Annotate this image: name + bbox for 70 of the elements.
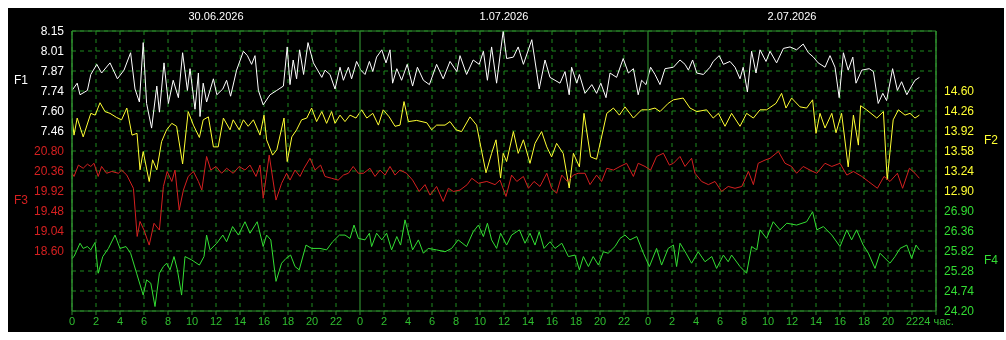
x-tick-label: 14 xyxy=(521,314,535,327)
x-tick-label: 18 xyxy=(281,314,295,327)
x-tick-label: 20 xyxy=(305,314,319,327)
line-series xyxy=(72,211,920,308)
y2-axis-title: F2 xyxy=(984,133,999,148)
y2-tick-label: 25.28 xyxy=(944,264,975,279)
x-tick-label: 22 xyxy=(329,314,343,327)
y2-tick-label: 26.36 xyxy=(944,224,975,239)
x-tick-label: 6 xyxy=(716,314,724,327)
y2-tick-label: 13.92 xyxy=(944,124,975,139)
y-tick-label: 7.46 xyxy=(40,124,65,139)
y-tick-label: 7.60 xyxy=(40,104,65,119)
x-tick-label: 8 xyxy=(452,314,460,327)
y-tick-label: 19.04 xyxy=(33,224,65,239)
y2-tick-label: 26.90 xyxy=(944,204,975,219)
x-tick-label: 6 xyxy=(428,314,436,327)
x-tick-label: 12 xyxy=(785,314,799,327)
x-tick-label: 14 xyxy=(809,314,823,327)
y-axis-title: F1 xyxy=(14,73,29,88)
x2-tick-label: 2.07.2026 xyxy=(767,10,817,22)
y2-axis-title: F4 xyxy=(984,253,999,268)
y2-tick-label: 14.26 xyxy=(944,104,975,119)
y-tick-label: 19.92 xyxy=(33,184,65,199)
x-tick-label: 8 xyxy=(164,314,172,327)
x-tick-label: 2 xyxy=(380,314,388,327)
x-tick-label: 18 xyxy=(569,314,583,327)
x-tick-label: 12 xyxy=(497,314,511,327)
y-tick-label: 7.74 xyxy=(40,84,65,99)
x-tick-label: 0 xyxy=(68,314,76,327)
x-tick-label: 0 xyxy=(356,314,364,327)
x-tick-label: 4 xyxy=(404,314,412,327)
y-tick-label: 8.01 xyxy=(40,44,65,59)
y-tick-label: 19.48 xyxy=(33,204,65,219)
x-tick-label: 16 xyxy=(257,314,271,327)
y-axis-title: F3 xyxy=(14,193,29,208)
line-series xyxy=(72,92,920,189)
line-series xyxy=(72,31,920,129)
x-tick-label: 4 xyxy=(692,314,700,327)
y2-tick-label: 13.24 xyxy=(944,164,975,179)
x-tick-label: 18 xyxy=(857,314,871,327)
x-tick-label: 8 xyxy=(740,314,748,327)
x-tick-label: 12 xyxy=(209,314,223,327)
x-tick-label: 6 xyxy=(140,314,148,327)
y2-tick-label: 25.82 xyxy=(944,244,975,259)
y-tick-label: 7.87 xyxy=(40,64,65,79)
y-tick-label: 8.15 xyxy=(40,24,65,39)
x-tick-label: 10 xyxy=(473,314,487,327)
x-tick-label: 0 xyxy=(644,314,652,327)
y-tick-label: 18.60 xyxy=(33,244,65,259)
x-tick-label: 14 xyxy=(233,314,247,327)
y2-tick-label: 24.74 xyxy=(944,284,975,299)
x-tick-label: 16 xyxy=(545,314,559,327)
x-tick-label: 10 xyxy=(761,314,775,327)
line-series xyxy=(72,150,920,246)
x-tick-label: 4 xyxy=(116,314,124,327)
x-tick-label: 10 xyxy=(185,314,199,327)
x-tick-label: 2 xyxy=(92,314,100,327)
x2-tick-label: 1.07.2026 xyxy=(479,10,529,22)
y2-tick-label: 14.60 xyxy=(944,84,975,99)
x2-tick-label: 30.06.2026 xyxy=(188,10,244,22)
x-tick-label: 2 xyxy=(668,314,676,327)
x-tick-label: 20 xyxy=(881,314,895,327)
y2-tick-label: 13.58 xyxy=(944,144,975,159)
y-tick-label: 20.36 xyxy=(33,164,65,179)
x-tick-label: 20 xyxy=(593,314,607,327)
x-tick-label: 16 xyxy=(833,314,847,327)
y-tick-label: 20.80 xyxy=(33,144,65,159)
x-tick-label: 22 xyxy=(617,314,631,327)
y2-tick-label: 12.90 xyxy=(944,184,975,199)
x-tick-label: 22 xyxy=(905,314,919,327)
